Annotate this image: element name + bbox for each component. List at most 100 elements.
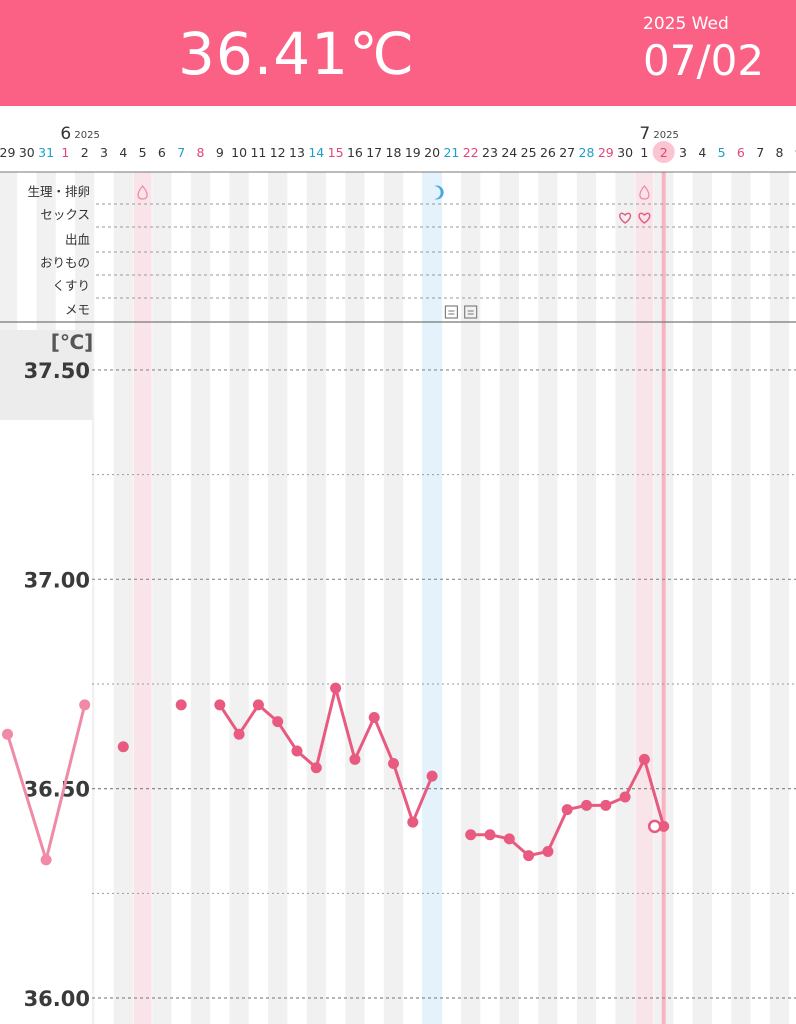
date-cell[interactable]: 29 — [598, 145, 614, 160]
date-cell[interactable]: 11 — [250, 145, 266, 160]
date-cell[interactable]: 21 — [443, 145, 459, 160]
temperature-point[interactable] — [542, 845, 554, 857]
date-cell[interactable]: 16 — [347, 145, 363, 160]
temperature-point[interactable] — [368, 711, 380, 723]
date-cell[interactable]: 10 — [231, 145, 247, 160]
day-column-stripe — [499, 172, 519, 1024]
current-temperature[interactable]: 36.41℃ — [178, 20, 416, 88]
date-cell[interactable]: 31 — [38, 145, 54, 160]
date-cell[interactable]: 5 — [718, 145, 726, 160]
date-cell[interactable]: 14 — [308, 145, 324, 160]
date-cell[interactable]: 22 — [463, 145, 479, 160]
date-cell[interactable]: 5 — [139, 145, 147, 160]
temperature-point[interactable] — [581, 799, 592, 811]
date-cell[interactable]: 8 — [776, 145, 784, 160]
sex-heart-icon[interactable] — [619, 212, 632, 224]
temperature-point[interactable] — [465, 829, 477, 841]
day-column-stripe — [229, 172, 249, 1024]
day-column-stripe — [306, 172, 326, 1024]
temperature-point[interactable] — [2, 728, 13, 740]
date-cell[interactable]: 23 — [482, 145, 498, 160]
ovulation-moon-icon[interactable] — [434, 185, 444, 200]
temperature-point[interactable] — [214, 699, 226, 711]
temperature-point[interactable] — [310, 762, 322, 774]
date-cell[interactable]: 18 — [386, 145, 402, 160]
temperature-point[interactable] — [291, 745, 303, 757]
date-cell[interactable]: 6 — [158, 145, 166, 160]
date-cell[interactable]: 28 — [579, 145, 595, 160]
date-cell[interactable]: 19 — [405, 145, 421, 160]
today-date-highlight — [652, 141, 675, 163]
temperature-point[interactable] — [79, 699, 91, 711]
temperature-point[interactable] — [426, 770, 438, 782]
temperature-point[interactable] — [561, 804, 573, 816]
event-row-label: 出血 — [65, 232, 90, 247]
date-cell[interactable]: 27 — [559, 145, 575, 160]
temperature-point[interactable] — [638, 753, 650, 765]
temperature-point[interactable] — [252, 699, 264, 711]
temperature-point[interactable] — [523, 850, 535, 862]
date-cell[interactable]: 8 — [197, 145, 205, 160]
month-label: 6 — [60, 124, 71, 144]
day-column-stripe — [190, 172, 211, 1024]
y-tick-label: 36.50 — [24, 778, 90, 802]
date-cell[interactable]: 17 — [366, 145, 382, 160]
temperature-point[interactable] — [407, 816, 419, 828]
temperature-point[interactable] — [233, 728, 245, 740]
temperature-line — [218, 686, 434, 824]
date-cell[interactable]: 15 — [328, 145, 344, 160]
today-marker-line — [661, 106, 666, 1024]
temperature-point[interactable] — [117, 741, 129, 753]
date-cell[interactable]: 2 — [660, 145, 668, 160]
temperature-point[interactable] — [658, 820, 670, 832]
today-temperature-marker[interactable] — [647, 819, 662, 834]
date-cell[interactable]: 13 — [289, 145, 305, 160]
date-cell[interactable]: 1 — [640, 145, 648, 160]
day-column-stripe — [152, 172, 172, 1024]
date-cell[interactable]: 6 — [737, 145, 745, 160]
selected-date[interactable]: 07/02 — [643, 36, 765, 85]
day-column-stripe — [383, 172, 404, 1024]
date-cell[interactable]: 30 — [19, 145, 35, 160]
temperature-point[interactable] — [484, 829, 496, 841]
temperature-point[interactable] — [272, 716, 284, 728]
temperature-point[interactable] — [349, 753, 361, 765]
date-cell[interactable]: 1 — [61, 145, 69, 160]
date-cell[interactable]: 7 — [756, 145, 764, 160]
date-cell[interactable]: 3 — [100, 145, 108, 160]
date-cell[interactable]: 9 — [216, 145, 224, 160]
temperature-point[interactable] — [619, 791, 631, 803]
date-cell[interactable]: 4 — [698, 145, 706, 160]
date-cell[interactable]: 26 — [540, 145, 556, 160]
temperature-point[interactable] — [503, 833, 515, 845]
temperature-point[interactable] — [175, 699, 187, 711]
temperature-point[interactable] — [40, 854, 52, 866]
sex-heart-icon[interactable] — [638, 212, 651, 224]
date-cell[interactable]: 30 — [617, 145, 633, 160]
day-column-stripe — [576, 172, 597, 1024]
day-column-stripe — [268, 172, 288, 1024]
memo-icon[interactable] — [464, 305, 478, 319]
date-cell[interactable]: 12 — [270, 145, 286, 160]
day-column-stripe — [731, 172, 751, 1024]
date-cell[interactable]: 24 — [501, 145, 517, 160]
period-band — [635, 172, 654, 1024]
date-cell[interactable]: 29 — [0, 145, 15, 160]
temperature-point[interactable] — [600, 799, 612, 811]
date-cell[interactable]: 4 — [119, 145, 127, 160]
date-cell[interactable]: 20 — [424, 145, 440, 160]
period-drop-icon[interactable] — [639, 185, 650, 200]
y-tick-label: 36.00 — [24, 987, 90, 1011]
date-cell[interactable]: 2 — [81, 145, 89, 160]
temperature-point[interactable] — [388, 758, 399, 770]
date-cell[interactable]: 3 — [679, 145, 687, 160]
period-drop-icon[interactable] — [137, 185, 148, 200]
date-cell[interactable]: 7 — [177, 145, 185, 160]
date-cell[interactable]: 9 — [795, 145, 796, 160]
date-cell[interactable]: 25 — [521, 145, 537, 160]
temperature-point[interactable] — [330, 682, 342, 694]
y-tick-label: 37.50 — [24, 359, 90, 383]
memo-icon[interactable] — [444, 305, 458, 319]
day-column-stripe — [692, 172, 712, 1024]
